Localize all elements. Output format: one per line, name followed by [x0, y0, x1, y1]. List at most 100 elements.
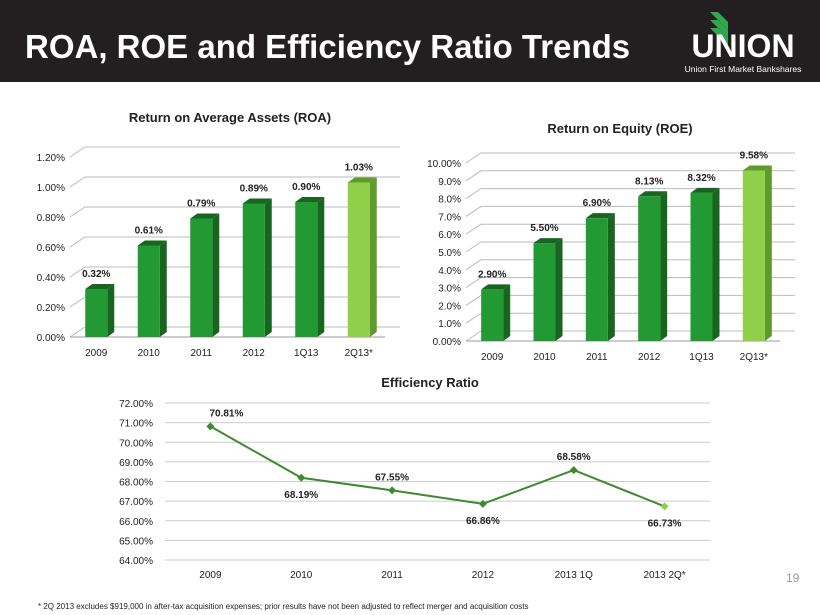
x-tick-label: 2011 [381, 570, 403, 581]
data-label: 0.32% [82, 269, 110, 280]
x-tick-label: 2Q13* [345, 348, 373, 359]
y-tick-label: 71.00% [119, 419, 153, 430]
x-tick-label: 2009 [85, 348, 108, 359]
x-tick-label: 2013 1Q [555, 570, 594, 581]
data-label: 0.61% [135, 226, 163, 237]
x-tick-label: 2013 2Q* [643, 570, 685, 581]
bar-top [242, 198, 272, 204]
bar [190, 218, 213, 337]
data-label: 9.58% [740, 150, 768, 161]
data-label: 0.90% [292, 182, 320, 193]
data-point [569, 466, 578, 475]
data-label: 2.90% [478, 269, 506, 280]
bar-top [347, 177, 377, 183]
bar-side [764, 165, 772, 341]
y-tick-label: 64.00% [119, 556, 153, 567]
footnote: * 2Q 2013 excludes $919,000 in after-tax… [38, 602, 529, 611]
y-tick-label: 66.00% [119, 517, 153, 528]
x-tick-label: 1Q13 [294, 348, 319, 359]
y-tick-label: 6.0% [438, 230, 461, 241]
data-label: 68.58% [557, 452, 591, 463]
bar-top [585, 213, 615, 219]
bar-top [742, 165, 772, 171]
gridline [465, 152, 795, 164]
data-label: 8.13% [635, 176, 663, 187]
y-tick-label: 3.0% [438, 284, 461, 295]
gridline [69, 326, 400, 338]
gridline [69, 236, 400, 248]
y-tick-label: 0.00% [433, 337, 461, 348]
x-tick-label: 2012 [243, 348, 266, 359]
roa-chart-title: Return on Average Assets (ROA) [128, 110, 332, 125]
bar-side [212, 213, 220, 337]
bar [481, 289, 504, 341]
data-label: 67.55% [375, 472, 409, 483]
efficiency-chart-title: Efficiency Ratio [381, 375, 479, 390]
y-tick-label: 68.00% [119, 478, 153, 489]
bar-side [107, 284, 115, 337]
data-label: 6.90% [583, 198, 611, 209]
gridline [465, 277, 795, 289]
y-tick-label: 1.0% [438, 319, 461, 330]
y-tick-label: 7.0% [438, 212, 461, 223]
gridline [69, 296, 400, 308]
data-label: 1.03% [345, 163, 373, 174]
y-tick-label: 0.60% [37, 243, 65, 254]
roe-chart-title: Return on Equity (ROE) [547, 121, 693, 136]
x-tick-label: 2011 [190, 348, 212, 359]
x-tick-label: 2011 [586, 352, 608, 363]
bar-top [481, 284, 511, 290]
y-tick-label: 1.20% [37, 153, 65, 164]
union-logo: UNION Union First Market Bankshares [685, 12, 801, 74]
data-label: 5.50% [530, 223, 558, 234]
slide-title: ROA, ROE and Efficiency Ratio Trends [25, 28, 631, 65]
gridline [465, 205, 795, 217]
gridline [465, 170, 795, 182]
data-point [206, 422, 215, 431]
y-tick-label: 67.00% [119, 497, 153, 508]
bar [690, 192, 713, 341]
bar [85, 289, 108, 337]
bar-top [190, 213, 220, 219]
data-label: 0.79% [187, 199, 215, 210]
page-number: 19 [786, 571, 800, 585]
bar [585, 218, 608, 341]
gridline [69, 266, 400, 278]
bar-side [317, 197, 325, 337]
y-tick-label: 70.00% [119, 438, 153, 449]
data-label: 8.32% [687, 173, 715, 184]
bar-side [503, 284, 511, 341]
svg-text:UNION: UNION [691, 28, 794, 64]
bar [638, 196, 661, 341]
gridline [465, 259, 795, 271]
data-point [297, 473, 306, 482]
y-tick-label: 72.00% [119, 399, 153, 410]
y-tick-label: 0.80% [37, 213, 65, 224]
data-label: 66.86% [466, 516, 500, 527]
y-tick-label: 1.00% [37, 183, 65, 194]
bar-side [159, 240, 167, 337]
y-tick-label: 5.0% [438, 248, 461, 259]
gridline [465, 294, 795, 306]
x-tick-label: 2009 [199, 570, 222, 581]
slide-header: ROA, ROE and Efficiency Ratio Trends UNI… [0, 0, 820, 82]
x-tick-label: 2009 [481, 352, 504, 363]
gridline [465, 241, 795, 253]
bar [137, 245, 160, 337]
x-tick-label: 2010 [290, 570, 313, 581]
bar-top [638, 191, 668, 197]
bar-side [660, 191, 668, 341]
series-line [209, 425, 665, 508]
data-point [478, 499, 487, 508]
x-tick-label: 2010 [138, 348, 161, 359]
y-tick-label: 0.20% [37, 303, 65, 314]
bar-side [555, 238, 563, 341]
gridline [465, 188, 795, 200]
bar [295, 202, 318, 337]
y-tick-label: 10.00% [427, 159, 461, 170]
bar-side [369, 177, 377, 337]
x-tick-label: 1Q13 [689, 352, 714, 363]
y-tick-label: 4.0% [438, 266, 461, 277]
data-label: 68.19% [284, 490, 318, 501]
